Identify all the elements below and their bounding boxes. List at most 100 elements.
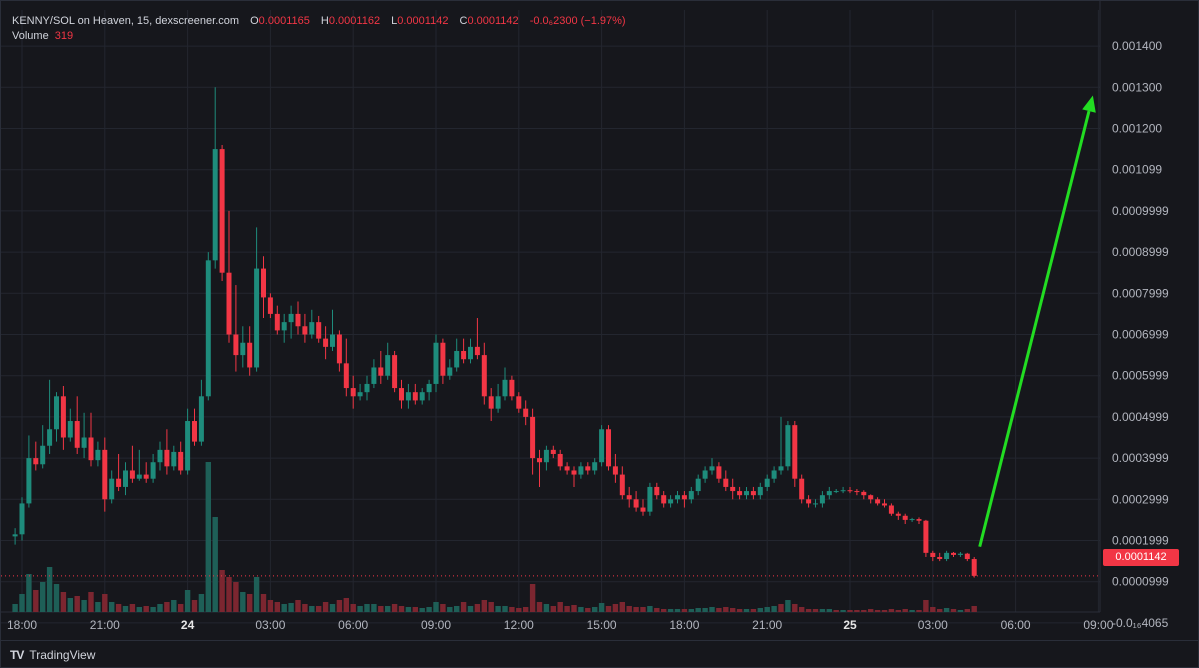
volume-bar <box>619 602 625 612</box>
candle-body <box>971 559 977 576</box>
candle-body <box>378 367 384 376</box>
volume-bar <box>771 606 777 612</box>
volume-bar <box>647 606 653 612</box>
candle-body <box>937 556 943 560</box>
candle-body <box>909 519 915 521</box>
candle-body <box>495 396 501 409</box>
volume-bar <box>868 609 874 612</box>
volume-bar <box>826 609 832 612</box>
tradingview-logo-icon: TV <box>10 648 24 662</box>
volume-bar <box>571 605 577 612</box>
volume-bar <box>502 606 508 612</box>
candle-body <box>806 499 812 504</box>
volume-bar <box>81 600 87 612</box>
volume-bar <box>943 608 950 612</box>
volume-bar <box>385 606 391 612</box>
volume-bar <box>274 602 280 612</box>
price-tick-label: 0.0006999 <box>1112 328 1169 342</box>
candle-body <box>957 553 963 555</box>
candle-body <box>371 367 377 384</box>
candle-body <box>675 495 680 500</box>
volume-bar <box>288 603 294 612</box>
grid-lines <box>0 0 1101 624</box>
volume-bar <box>19 594 25 612</box>
high-label: H <box>320 15 329 27</box>
candle-body <box>785 425 791 467</box>
volume-bar <box>709 607 715 612</box>
volume-bar <box>233 582 239 612</box>
candle-body <box>67 421 73 438</box>
candle-body <box>336 334 342 364</box>
candle-body <box>164 449 170 467</box>
volume-bar <box>184 590 191 612</box>
volume-bar <box>833 610 839 612</box>
volume-bar <box>136 607 142 612</box>
candle-body <box>792 425 798 479</box>
symbol-title[interactable]: KENNY/SOL on Heaven, 15, dexscreener.com <box>12 15 240 27</box>
candle-body <box>185 421 191 471</box>
volume-bar <box>667 609 674 612</box>
candle-body <box>778 466 784 471</box>
candle-body <box>530 416 536 459</box>
candle-body <box>385 355 391 376</box>
candle-body <box>343 363 349 389</box>
candle-body <box>543 449 549 463</box>
candle-body <box>419 392 425 401</box>
volume-bar <box>426 607 432 612</box>
candle-body <box>399 388 404 401</box>
volume-bar <box>329 604 336 612</box>
candle-body <box>826 491 832 496</box>
candle-body <box>150 462 156 479</box>
candle-body <box>357 392 363 397</box>
volume-bar <box>661 609 667 612</box>
volume-bar <box>536 602 543 612</box>
volume-bar <box>109 602 115 612</box>
volume-bar <box>543 604 550 612</box>
low-label: L <box>391 15 398 27</box>
candle-body <box>750 491 756 496</box>
volume-bar <box>322 602 329 612</box>
volume-bar <box>585 608 591 612</box>
candle-body <box>454 350 460 368</box>
candle-body <box>171 451 177 467</box>
volume-bar <box>674 609 681 612</box>
candle-body <box>619 474 625 496</box>
volume-bar <box>364 604 370 612</box>
candle-body <box>412 392 418 401</box>
volume-bar <box>874 610 881 612</box>
volume-bar <box>343 598 349 612</box>
projection-arrow-shaft <box>978 110 1091 548</box>
candle-body <box>447 367 453 376</box>
volume-bar <box>529 584 536 612</box>
volume-bar <box>964 609 970 612</box>
volume-bar <box>267 600 274 612</box>
candle-body <box>323 338 329 347</box>
change-value: -0.0₆2300 (−1.97%) <box>529 15 626 27</box>
volume-bar <box>916 610 922 612</box>
volume-bar <box>957 610 964 612</box>
volume-bar <box>74 596 80 612</box>
volume-bar <box>605 606 612 612</box>
volume-bar <box>895 610 901 612</box>
candle-body <box>295 313 301 327</box>
candle-body <box>578 466 584 475</box>
volume-bar <box>33 590 39 612</box>
tradingview-brand[interactable]: TV TradingView <box>10 648 95 662</box>
candle-body <box>267 297 273 314</box>
candle-body <box>261 268 266 298</box>
volume-bar <box>302 604 308 612</box>
candle-body <box>833 491 839 493</box>
candle-body <box>875 499 881 504</box>
volume-bar <box>861 610 867 612</box>
volume-bar <box>157 604 163 612</box>
volume-bar <box>357 606 363 612</box>
volume-bar <box>295 600 301 612</box>
volume-bar <box>937 609 943 612</box>
time-tick-label: 15:00 <box>587 618 617 632</box>
candle-body <box>502 379 508 397</box>
candle-body <box>964 553 970 560</box>
candle-body <box>550 449 556 454</box>
candle-body <box>916 519 922 521</box>
volume-bar <box>46 567 53 612</box>
